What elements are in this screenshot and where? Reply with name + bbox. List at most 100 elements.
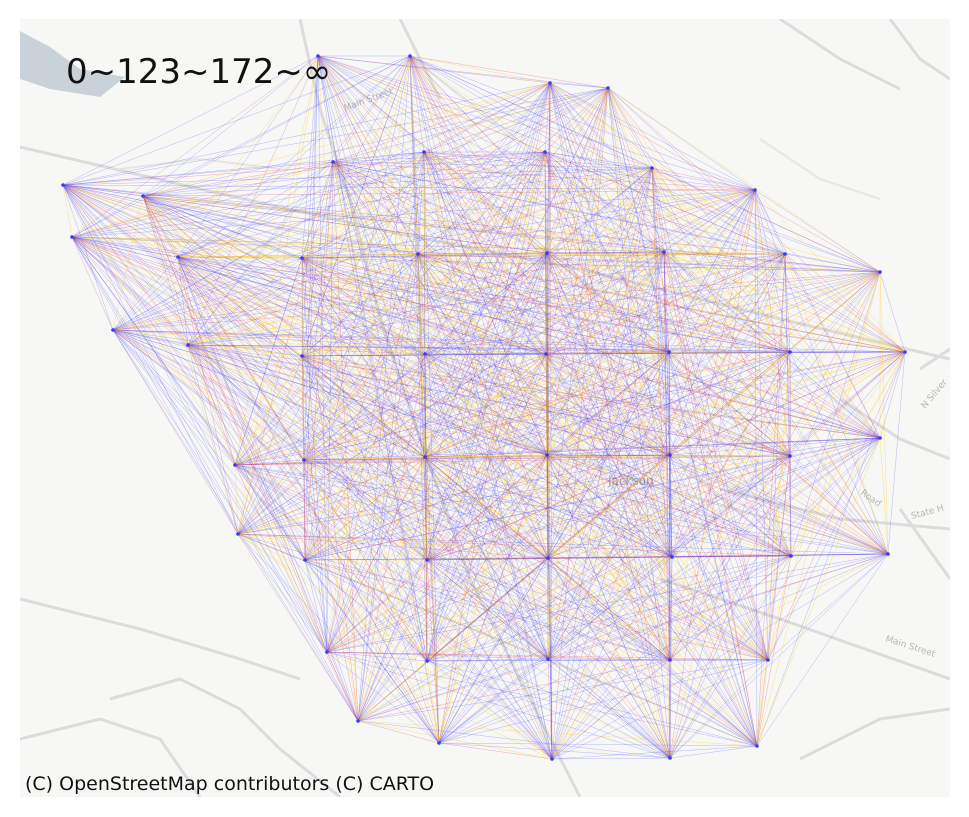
od-edge xyxy=(546,252,792,557)
od-edge xyxy=(547,87,609,660)
od-edge xyxy=(326,651,359,722)
od-edge xyxy=(71,161,334,238)
od-edge xyxy=(424,151,546,355)
od-edge xyxy=(237,252,548,535)
od-edge xyxy=(187,344,440,744)
od-edge xyxy=(790,553,889,557)
od-edge xyxy=(409,55,670,353)
od-edge xyxy=(357,720,440,744)
od-edge xyxy=(301,161,334,259)
map-canvas[interactable]: Main Street State H N Silver Jackson Roa… xyxy=(20,19,950,797)
od-edge xyxy=(301,251,665,259)
od-edge xyxy=(357,556,673,722)
od-edge xyxy=(551,351,906,760)
od-edge xyxy=(607,87,653,169)
od-edge xyxy=(301,151,546,259)
od-edge xyxy=(142,195,548,254)
od-edge xyxy=(71,236,786,255)
od-edge xyxy=(424,351,791,458)
water-body xyxy=(20,31,125,97)
od-node xyxy=(544,352,548,356)
od-edge xyxy=(317,55,546,153)
od-edge xyxy=(237,533,553,760)
od-edge xyxy=(326,651,428,662)
od-edge xyxy=(234,353,547,466)
od-edge xyxy=(237,533,428,561)
od-edge xyxy=(546,351,791,456)
od-edge xyxy=(332,161,758,747)
od-edge xyxy=(409,55,425,153)
od-edge xyxy=(62,184,144,197)
od-edge xyxy=(62,184,673,558)
od-edge xyxy=(142,195,906,353)
od-node xyxy=(422,150,426,154)
od-edge xyxy=(417,253,792,557)
od-edge xyxy=(301,257,769,661)
od-edge xyxy=(544,151,881,273)
od-edge xyxy=(546,252,786,255)
od-edge xyxy=(754,189,792,557)
od-edge xyxy=(426,559,769,661)
od-edge xyxy=(417,253,547,355)
od-edge xyxy=(234,464,306,561)
od-edge xyxy=(304,559,758,747)
od-node xyxy=(316,54,320,58)
od-edge xyxy=(142,195,548,456)
od-edge xyxy=(304,559,671,759)
od-edge xyxy=(546,82,551,254)
od-edge xyxy=(546,454,792,557)
od-edge xyxy=(426,559,440,744)
od-edge xyxy=(547,253,786,559)
od-edge xyxy=(62,151,546,186)
od-edge xyxy=(417,253,673,558)
od-edge xyxy=(663,251,671,661)
od-edge xyxy=(549,82,553,760)
od-edge xyxy=(234,464,792,557)
od-edge xyxy=(784,253,881,439)
od-edge xyxy=(326,454,548,653)
od-edge xyxy=(112,253,419,331)
od-edge xyxy=(669,437,881,456)
od-edge xyxy=(62,184,236,466)
od-edge xyxy=(317,55,758,747)
od-edge xyxy=(326,651,553,760)
od-edge xyxy=(663,251,671,759)
od-edge xyxy=(142,195,239,535)
od-edge xyxy=(357,720,671,759)
od-edge xyxy=(187,252,548,346)
od-edge xyxy=(423,151,791,353)
od-edge xyxy=(71,236,791,353)
od-edge xyxy=(71,236,547,355)
od-edge xyxy=(142,195,671,759)
od-edge xyxy=(62,55,411,186)
od-edge xyxy=(547,455,791,660)
od-edge xyxy=(426,553,889,662)
od-edge xyxy=(547,437,881,559)
od-edge xyxy=(71,236,303,259)
od-edge xyxy=(332,161,769,661)
od-edge xyxy=(754,189,881,439)
od-node xyxy=(141,194,145,198)
od-edge xyxy=(669,745,758,759)
od-edge xyxy=(767,271,881,661)
od-edge xyxy=(424,353,792,557)
od-edge xyxy=(424,353,758,747)
od-edge xyxy=(142,195,426,458)
od-edge xyxy=(756,437,881,747)
od-edge xyxy=(62,184,426,458)
od-edge xyxy=(301,355,428,662)
od-edge xyxy=(142,151,546,197)
od-edge xyxy=(357,456,426,722)
od-edge xyxy=(187,82,551,346)
od-edge xyxy=(71,236,359,722)
od-edge xyxy=(142,167,653,197)
od-edge xyxy=(424,456,428,561)
od-edge xyxy=(62,82,551,186)
od-edge xyxy=(112,329,549,559)
od-edge xyxy=(426,660,553,760)
od-edge xyxy=(62,184,303,259)
od-edge xyxy=(651,167,791,457)
od-edge xyxy=(423,151,786,255)
od-edge xyxy=(438,351,670,744)
od-edge xyxy=(71,236,236,466)
